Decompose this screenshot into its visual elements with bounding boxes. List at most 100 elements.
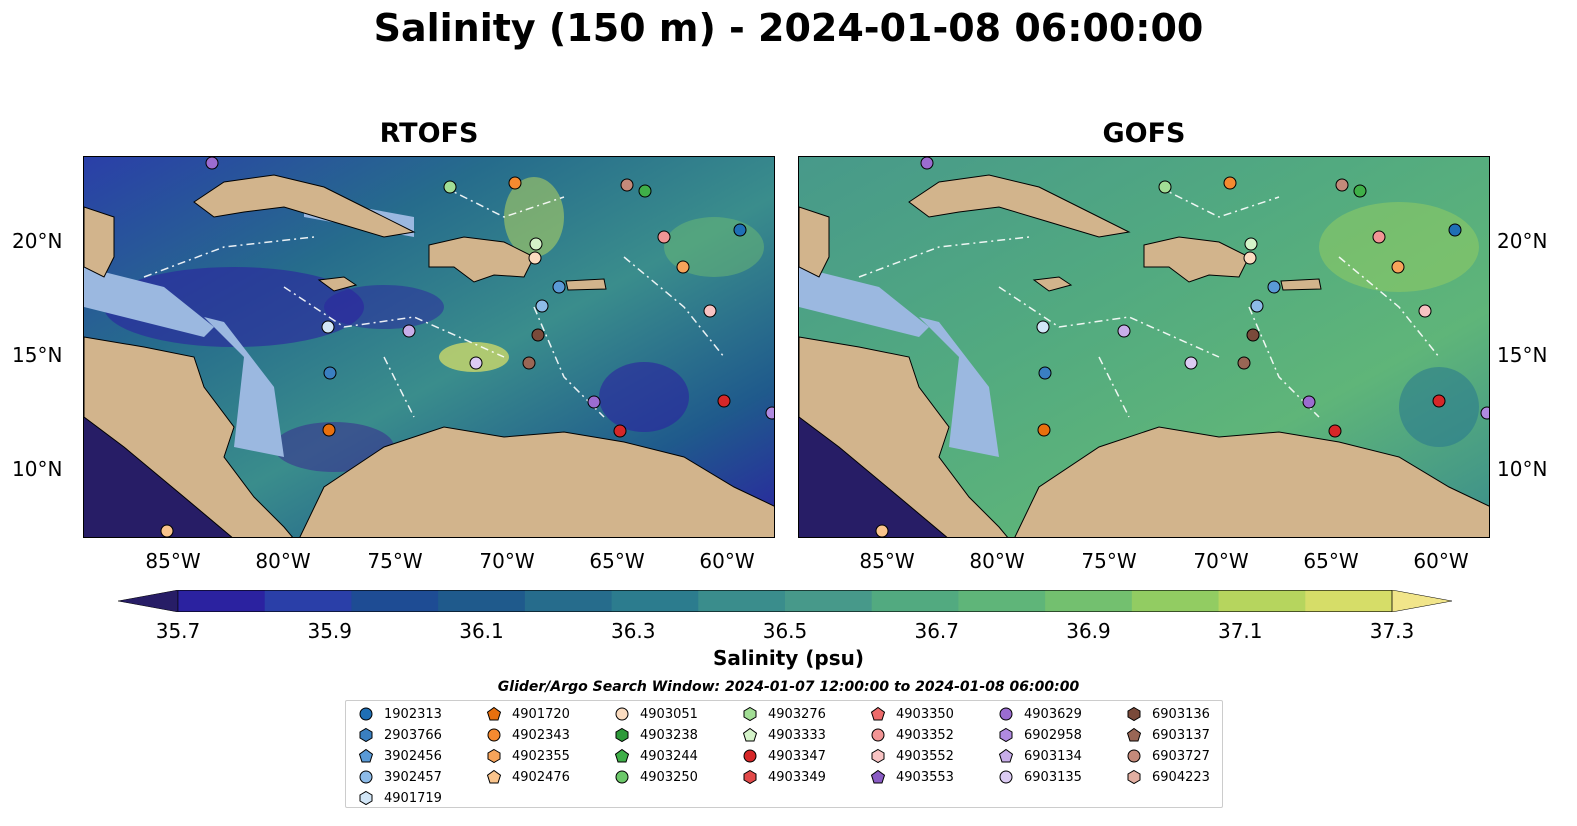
colorbar-segment [178, 590, 266, 612]
land-jamaica [1032, 276, 1073, 292]
colorbar [118, 590, 1452, 612]
legend-entry: 4902476 [486, 768, 570, 786]
colorbar-tick-label: 36.9 [1066, 619, 1111, 643]
lat-label-right: 20°N [1497, 229, 1548, 253]
float-marker [1267, 280, 1281, 294]
low-salinity-patch [324, 285, 444, 329]
circle-marker-icon [743, 749, 757, 763]
legend-label: 4903238 [640, 727, 698, 743]
float-marker [522, 356, 536, 370]
land-central-america [799, 336, 1008, 537]
land-cuba [908, 174, 1131, 238]
legend-entry: 4903352 [870, 726, 954, 744]
legend-entry: 4903244 [614, 747, 698, 765]
float-marker [920, 157, 934, 170]
float-marker [1335, 178, 1349, 192]
land-yucatan [84, 206, 115, 278]
float-marker [1250, 299, 1264, 313]
legend-label: 4903347 [768, 748, 826, 764]
land-yucatan [799, 206, 830, 278]
colorbar-tick-label: 36.3 [610, 619, 656, 643]
legend-label: 6902958 [1024, 727, 1082, 743]
legend-label: 6903136 [1152, 706, 1210, 722]
pentagon-marker-icon [870, 706, 886, 721]
pentagon-marker-icon [1126, 727, 1142, 742]
float-marker [733, 223, 747, 237]
legend-label: 6903134 [1024, 748, 1082, 764]
float-marker [508, 176, 522, 190]
float-marker [765, 406, 774, 420]
float-marker [443, 180, 457, 194]
float-marker [1328, 424, 1342, 438]
float-marker [528, 251, 542, 265]
legend-entry: 6903137 [1126, 726, 1210, 744]
map-gofs-canvas [799, 157, 1489, 537]
legend-entry: 4903276 [742, 705, 826, 723]
legend-entry: 4903553 [870, 768, 954, 786]
pentagon-marker-icon [358, 748, 374, 763]
colorbar-segment [524, 590, 613, 612]
colorbar-segment [958, 590, 1046, 612]
colorbar-segment [785, 590, 873, 612]
colorbar-segment [871, 590, 959, 612]
legend: 1902313 2903766 3902456 3902457 4901719 49017… [345, 700, 1223, 808]
lat-label-left: 10°N [12, 457, 63, 481]
shelf-area [84, 267, 214, 337]
pacific-ocean [799, 407, 966, 537]
pentagon-marker-icon [870, 769, 886, 784]
circle-marker-icon [1127, 749, 1141, 763]
colorbar-segment [351, 590, 439, 612]
float-marker [535, 299, 549, 313]
hexagon-marker-icon [743, 769, 757, 785]
legend-entry: 6903136 [1126, 705, 1210, 723]
float-marker [1037, 423, 1051, 437]
legend-entry: 4903552 [870, 747, 954, 765]
lon-label: 80°W [969, 549, 1025, 573]
lon-label: 65°W [589, 549, 645, 573]
float-marker [469, 356, 483, 370]
land-jamaica [317, 276, 358, 292]
colorbar-tick-label: 35.7 [155, 619, 201, 643]
float-marker [1184, 356, 1198, 370]
float-marker [1223, 176, 1237, 190]
hexagon-marker-icon [615, 727, 629, 743]
lon-label: 70°W [479, 549, 535, 573]
float-marker [1432, 394, 1446, 408]
hexagon-marker-icon [359, 727, 373, 743]
panel-title-gofs: GOFS [1102, 118, 1186, 149]
hexagon-marker-icon [487, 748, 501, 764]
float-marker [703, 304, 717, 318]
colorbar-segment [1131, 590, 1220, 612]
float-marker [322, 423, 336, 437]
figure-title: Salinity (150 m) - 2024-01-08 06:00:00 [373, 6, 1204, 50]
float-marker [676, 260, 690, 274]
lon-label: 75°W [367, 549, 423, 573]
float-marker [1158, 180, 1172, 194]
colorbar-tick-label: 36.7 [914, 619, 960, 643]
hexagon-marker-icon [871, 748, 885, 764]
legend-entry: 4903250 [614, 768, 698, 786]
circle-marker-icon [487, 728, 501, 742]
legend-entry: 4902355 [486, 747, 570, 765]
lon-label: 85°W [145, 549, 201, 573]
legend-entry: 6904223 [1126, 768, 1210, 786]
colorbar-segment [1045, 590, 1133, 612]
land-south-america [299, 426, 774, 537]
low-salinity-patch [599, 362, 689, 432]
land-cuba [193, 174, 416, 238]
colorbar-tick-label: 36.5 [762, 619, 808, 643]
float-marker [587, 395, 601, 409]
legend-label: 4903553 [896, 769, 954, 785]
map-gofs [798, 156, 1490, 538]
circle-marker-icon [999, 770, 1013, 784]
map-rtofs [83, 156, 775, 538]
legend-label: 6904223 [1152, 769, 1210, 785]
colorbar-tick-label: 35.9 [307, 619, 353, 643]
legend-label: 4903350 [896, 706, 954, 722]
hexagon-marker-icon [1127, 769, 1141, 785]
float-marker [321, 320, 335, 334]
colorbar-label: Salinity (psu) [712, 646, 864, 670]
land-puerto-rico [565, 278, 607, 291]
legend-label: 4902355 [512, 748, 570, 764]
legend-label: 4901719 [384, 790, 442, 806]
